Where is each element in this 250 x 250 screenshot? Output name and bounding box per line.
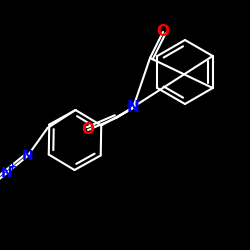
Text: O: O [156,24,170,40]
Text: N: N [127,100,140,116]
Text: +: + [8,162,17,172]
Text: N: N [22,149,33,163]
Text: N: N [1,166,12,180]
Text: O: O [82,122,94,138]
